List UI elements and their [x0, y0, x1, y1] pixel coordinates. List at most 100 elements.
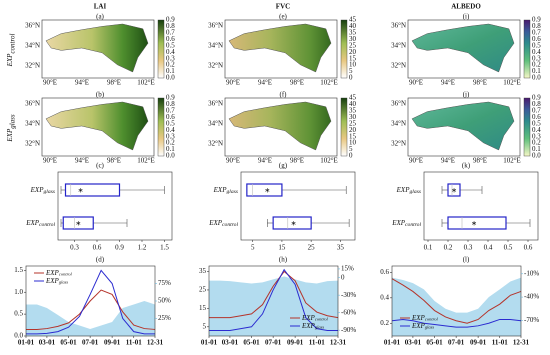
panel-label: (k) [462, 162, 471, 170]
colorbar-label: 0.0 [166, 152, 175, 160]
x-tick-label: 0.5 [504, 244, 513, 252]
legend-label-sub: glass [59, 280, 69, 285]
plot-frame [240, 171, 356, 241]
lat-label: 36°N [391, 22, 406, 30]
legend-label: EXPglass [301, 322, 324, 330]
x-tick-label: 11-01 [492, 339, 508, 347]
lon-label: 98°E [473, 79, 487, 87]
box-label-main: EXP [391, 219, 406, 227]
colorbar-label: 0.0 [532, 152, 541, 160]
colorbar-label: 0.8 [532, 100, 541, 108]
plot-frame [208, 265, 339, 337]
lat-label: 34°N [391, 42, 406, 50]
box-label-sub: glass [409, 189, 421, 195]
lon-label: 102°E [503, 79, 521, 87]
colorbar-label: 0.7 [532, 28, 541, 36]
y-tick-label: 35 [199, 267, 207, 275]
y2-tick-label: 50% [158, 297, 171, 305]
lat-label: 34°N [391, 120, 406, 128]
x-tick-label: 07-01 [448, 339, 465, 347]
mean-marker: ∗ [75, 220, 81, 228]
colorbar-label: 40 [349, 22, 357, 30]
column-title: ALBEDO [451, 3, 481, 11]
colorbar-label: 10 [349, 139, 357, 147]
lon-label: 90°E [43, 157, 57, 165]
y-tick-label: 1.0 [14, 288, 23, 296]
row-label-main: EXP [6, 53, 14, 68]
x-tick-label: 03-01 [222, 339, 239, 347]
legend-label: EXPcontrol [45, 269, 73, 277]
lat-label: 34°N [25, 120, 40, 128]
colorbar-label: 5 [349, 67, 353, 75]
lon-label: 90°E [226, 157, 240, 165]
box-label-main: EXP [396, 186, 411, 194]
legend-label-main: EXP [45, 277, 60, 285]
colorbar-label: 0.7 [532, 106, 541, 114]
colorbar-label: 0.7 [166, 28, 175, 36]
map-region [228, 101, 332, 151]
colorbar-label: 0.8 [166, 22, 175, 30]
colorbar-label: 0.3 [166, 132, 175, 140]
box [64, 183, 121, 197]
x-tick-label: 35 [337, 244, 345, 252]
y-tick-label: 5 [203, 322, 207, 330]
colorbar-label: 0.3 [532, 54, 541, 62]
x-tick-label: 0.3 [70, 244, 79, 252]
x-tick-label: 0.2 [444, 244, 453, 252]
map-frame [41, 97, 155, 157]
y2-tick-label: 0 [341, 273, 345, 281]
x-tick-label: 07-01 [82, 339, 99, 347]
lon-label: 94°E [258, 157, 272, 165]
colorbar-label: 20 [349, 48, 357, 56]
box-label-sub: control [222, 222, 238, 228]
colorbar-label: 0.4 [532, 126, 541, 134]
row-label-sub: control [8, 34, 16, 54]
y2-tick-label: 15% [341, 265, 354, 273]
box [62, 216, 94, 230]
x-tick-label: 01-01 [201, 339, 218, 347]
lon-label: 90°E [226, 79, 240, 87]
x-tick-label: 25 [308, 244, 316, 252]
colorbar-label: 0.1 [532, 145, 541, 153]
lat-label: 36°N [391, 100, 406, 108]
plot-frame [57, 171, 173, 241]
legend-label-main: EXP [301, 314, 316, 322]
lon-label: 102°E [503, 157, 521, 165]
x-tick-label: 05-01 [243, 339, 260, 347]
lat-label: 32°N [25, 140, 40, 148]
colorbar [157, 19, 165, 79]
x-tick-label: 01-01 [18, 339, 35, 347]
colorbar-label: 35 [349, 28, 357, 36]
box-label-sub: control [39, 222, 55, 228]
x-tick-label: 12-31 [513, 339, 530, 347]
panel-label: (a) [96, 13, 104, 21]
lat-label: 36°N [25, 22, 40, 30]
colorbar-label: 45 [349, 16, 357, 24]
box-label-main: EXP [25, 219, 40, 227]
map-region [45, 101, 149, 151]
x-tick-label: 0.3 [464, 244, 473, 252]
colorbar-label: 0.1 [166, 145, 175, 153]
lat-label: 32°N [25, 62, 40, 70]
y2-tick-label: 25% [158, 314, 171, 322]
colorbar-label: 15 [349, 132, 357, 140]
legend-label-sub: control [315, 317, 329, 322]
y-tick-label: 0.4 [380, 293, 389, 301]
row-label-sub: glass [8, 114, 16, 129]
lat-label: 32°N [208, 140, 223, 148]
panel-label: (h) [279, 256, 288, 264]
lon-label: 102°E [137, 79, 155, 87]
box-label-main: EXP [208, 219, 223, 227]
plot-frame [423, 171, 539, 241]
colorbar-label: 25 [349, 119, 357, 127]
lat-label: 34°N [208, 120, 223, 128]
colorbar-label: 0.9 [166, 94, 175, 102]
lon-label: 98°E [473, 157, 487, 165]
x-tick-label: 05-01 [426, 339, 443, 347]
lon-label: 102°E [137, 157, 155, 165]
lon-label: 94°E [441, 79, 455, 87]
legend-label-main: EXP [301, 322, 316, 330]
box-label-sub: glass [43, 189, 55, 195]
mean-marker: ∗ [471, 220, 477, 228]
colorbar-label: 0.2 [166, 61, 175, 69]
